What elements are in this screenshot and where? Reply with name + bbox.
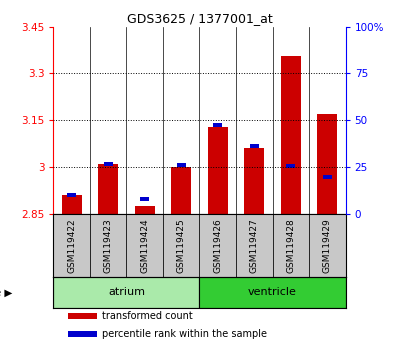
Text: ventricle: ventricle	[248, 287, 297, 297]
Bar	[273, 214, 309, 277]
Text: GSM119429: GSM119429	[323, 218, 332, 273]
Text: percentile rank within the sample: percentile rank within the sample	[102, 329, 267, 339]
Text: transformed count: transformed count	[102, 311, 193, 321]
Text: GSM119422: GSM119422	[67, 218, 76, 273]
Bar	[213, 124, 222, 127]
Bar	[126, 214, 163, 277]
Bar	[67, 193, 76, 197]
Text: GSM119426: GSM119426	[213, 218, 222, 273]
Bar	[53, 277, 199, 308]
Bar	[236, 214, 273, 277]
Text: GSM119427: GSM119427	[250, 218, 259, 273]
Bar	[208, 127, 228, 214]
Bar	[177, 163, 186, 167]
Bar	[281, 56, 301, 214]
Bar	[135, 206, 155, 214]
Bar	[140, 197, 149, 201]
Text: tissue ▶: tissue ▶	[0, 287, 12, 297]
Text: GSM119425: GSM119425	[177, 218, 186, 273]
Bar	[62, 195, 82, 214]
Bar	[323, 175, 332, 179]
Bar	[244, 148, 264, 214]
Bar	[317, 114, 337, 214]
Bar	[90, 214, 126, 277]
Text: GSM119423: GSM119423	[103, 218, 113, 273]
Text: atrium: atrium	[108, 287, 145, 297]
Text: GSM119424: GSM119424	[140, 218, 149, 273]
Bar	[163, 214, 199, 277]
Text: GSM119428: GSM119428	[286, 218, 295, 273]
Bar	[286, 164, 295, 168]
Bar	[68, 313, 97, 319]
Bar	[199, 277, 346, 308]
Bar	[309, 214, 346, 277]
Bar	[199, 214, 236, 277]
Bar	[250, 144, 259, 148]
Bar	[103, 162, 113, 166]
Title: GDS3625 / 1377001_at: GDS3625 / 1377001_at	[127, 12, 272, 25]
Bar	[68, 331, 97, 337]
Bar	[171, 167, 191, 214]
Bar	[53, 214, 90, 277]
Bar	[98, 164, 118, 214]
